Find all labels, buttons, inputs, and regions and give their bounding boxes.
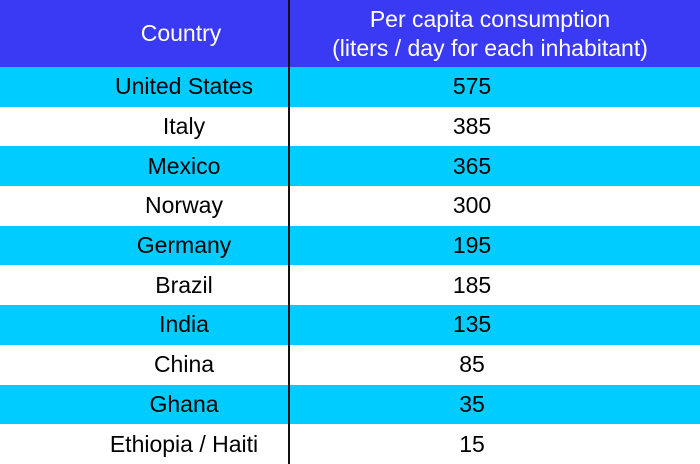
country-cell: Brazil [155,271,213,298]
table-row: Norway 300 [0,186,700,226]
country-cell: United States [114,73,254,100]
value-cell: 575 [452,73,492,100]
table-row: Ethiopia / Haiti 15 [0,424,700,464]
table-header: Country Per capita consumption (liters /… [0,0,700,67]
table-row: Brazil 185 [0,265,700,306]
value-cell: 135 [452,311,492,338]
value-cell: 365 [452,152,492,179]
header-country: Country [140,20,222,46]
table-body: United States 575 Italy 385 Mexico 365 N… [0,67,700,464]
value-cell: 35 [459,390,485,417]
table-row: China 85 [0,344,700,385]
country-cell: Norway [145,192,223,219]
table-row: India 135 [0,305,700,345]
country-cell: Italy [162,113,206,140]
country-cell: Ethiopia / Haiti [109,430,259,457]
value-cell: 300 [452,192,492,219]
country-cell: Mexico [147,152,221,179]
value-cell: 85 [459,351,485,378]
header-consumption-line2: (liters / day for each inhabitant) [332,34,648,61]
header-consumption-line1: Per capita consumption [369,5,611,32]
value-cell: 185 [452,271,492,298]
header-consumption: Per capita consumption (liters / day for… [290,0,690,67]
country-cell: India [159,311,209,338]
value-cell: 15 [459,430,485,457]
table-row: Italy 385 [0,106,700,147]
table-row: Germany 195 [0,225,700,266]
column-divider [288,0,290,464]
table-row: Ghana 35 [0,384,700,425]
value-cell: 385 [452,113,492,140]
country-cell: Ghana [149,390,219,417]
value-cell: 195 [452,232,492,259]
country-cell: Germany [136,232,232,259]
country-cell: China [153,351,215,378]
table-row: United States 575 [0,67,700,107]
table-row: Mexico 365 [0,146,700,187]
